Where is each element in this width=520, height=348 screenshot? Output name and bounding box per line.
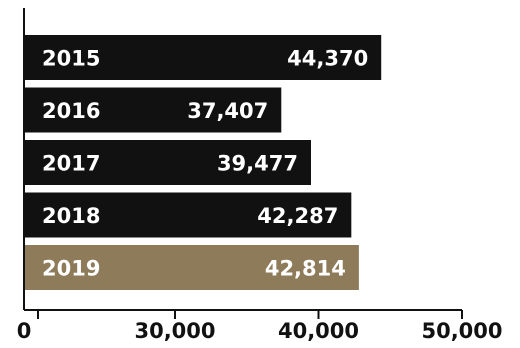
x-tick-label: 0 [17, 319, 32, 343]
x-tick-label: 30,000 [134, 319, 215, 343]
bar-category-label: 2019 [42, 257, 100, 281]
bar-2016 [24, 87, 282, 133]
bars-group: 2015 44,370 2016 37,407 2017 39,477 2018 42,287… [24, 35, 382, 290]
bar-category-label: 2015 [42, 47, 100, 71]
bar-2015 [24, 35, 382, 80]
bar-2017 [24, 140, 311, 185]
bar-category-label: 2017 [42, 152, 100, 176]
bar-category-label: 2018 [42, 204, 100, 228]
bar-category-label: 2016 [42, 99, 100, 123]
bar-value-label: 44,370 [287, 47, 368, 71]
x-tick-label: 40,000 [278, 319, 359, 343]
bar-value-label: 37,407 [187, 99, 268, 123]
bar-value-label: 42,287 [257, 204, 338, 228]
axes-group: 0 30,000 40,000 50,000 [17, 8, 503, 343]
bar-value-label: 42,814 [265, 257, 346, 281]
bar-2019 [24, 245, 359, 290]
x-tick-label: 50,000 [421, 319, 502, 343]
bar-2018 [24, 192, 352, 238]
bar-value-label: 39,477 [217, 152, 298, 176]
